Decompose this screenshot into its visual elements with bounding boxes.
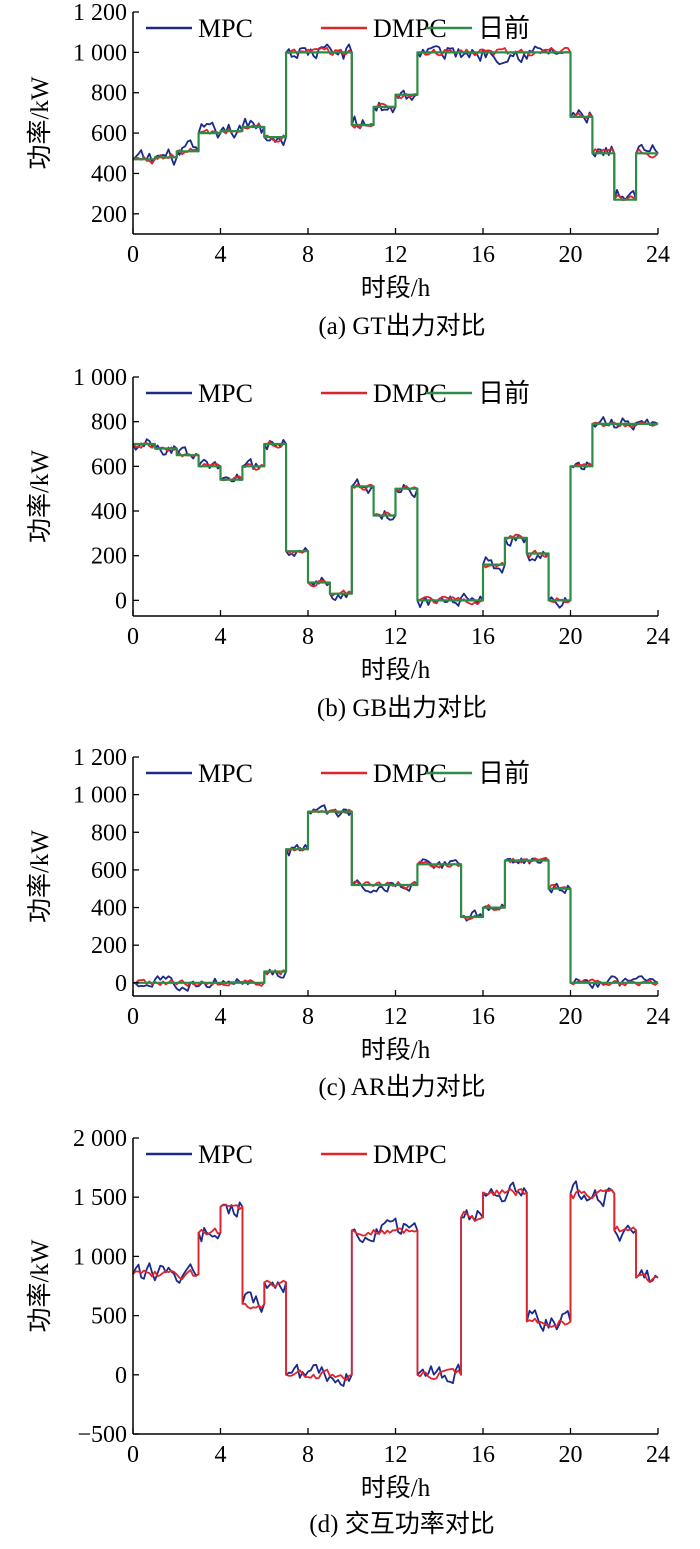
x-tick-label: 24 — [646, 1004, 670, 1030]
legend: MPC DMPC 日前 — [146, 14, 530, 43]
series-line-MPC — [132, 43, 659, 201]
series-line-MPC — [132, 804, 659, 992]
x-tick-label: 12 — [384, 1442, 408, 1468]
y-tick-label: 2 000 — [73, 1126, 127, 1152]
y-tick-label: 1 500 — [73, 1185, 127, 1211]
legend-item-DMPC: DMPC — [321, 1140, 447, 1169]
legend-item-日前: 日前 — [426, 14, 530, 43]
y-tick-label: 200 — [91, 544, 127, 570]
legend-label: 日前 — [478, 759, 530, 788]
chart-3: 0 200 400 600 800 1 000 1 200 0 4 8 12 16 20 24 时段/h 功率… — [26, 745, 670, 1101]
x-tick-label: 16 — [471, 1442, 495, 1468]
y-tick-label: 800 — [91, 81, 127, 107]
y-tick-label: 0 — [115, 971, 127, 997]
x-tick-label: 4 — [215, 624, 227, 650]
y-tick-label: 800 — [91, 410, 127, 436]
y-tick-label: −500 — [77, 1422, 127, 1448]
x-tick-label: 24 — [646, 1442, 670, 1468]
legend-item-日前: 日前 — [426, 379, 530, 408]
x-axis-label: 时段/h — [361, 656, 431, 684]
series-line-MPC — [132, 1180, 659, 1387]
legend: MPC DMPC 日前 — [146, 379, 530, 408]
legend-item-MPC: MPC — [146, 379, 253, 408]
x-tick-label: 20 — [559, 1004, 583, 1030]
chart-caption: (b) GB出力对比 — [317, 694, 487, 722]
legend-label: DMPC — [373, 1140, 447, 1169]
x-tick-label: 16 — [471, 242, 495, 268]
legend-label: 日前 — [478, 379, 530, 408]
y-tick-label: 1 000 — [73, 1244, 127, 1270]
x-tick-label: 0 — [127, 1442, 139, 1468]
x-tick-label: 24 — [646, 624, 670, 650]
series-line-日前 — [133, 810, 658, 984]
x-tick-label: 16 — [471, 1004, 495, 1030]
series-line-日前 — [133, 51, 658, 201]
x-tick-label: 24 — [646, 242, 670, 268]
x-tick-label: 8 — [302, 1004, 314, 1030]
legend: MPC DMPC — [146, 1140, 447, 1169]
x-tick-label: 8 — [302, 242, 314, 268]
legend: MPC DMPC 日前 — [146, 759, 530, 788]
y-axis-label: 功率/kW — [26, 450, 54, 543]
x-tick-label: 12 — [384, 624, 408, 650]
x-tick-label: 8 — [302, 1442, 314, 1468]
series-line-DMPC — [132, 808, 659, 987]
x-tick-label: 0 — [127, 624, 139, 650]
x-axis-label: 时段/h — [361, 274, 431, 302]
y-axis-label: 功率/kW — [26, 76, 54, 169]
y-tick-label: 200 — [91, 202, 127, 228]
x-tick-label: 4 — [215, 242, 227, 268]
x-axis-label: 时段/h — [361, 1474, 431, 1502]
chart-1: 200 400 600 800 1 000 1 200 0 4 8 12 16 20 24 时段/h 功率/… — [26, 0, 670, 340]
y-tick-label: 400 — [91, 499, 127, 525]
y-tick-label: 0 — [115, 588, 127, 614]
x-tick-label: 8 — [302, 624, 314, 650]
x-tick-label: 16 — [471, 624, 495, 650]
x-axis-label: 时段/h — [361, 1036, 431, 1064]
legend-label: 日前 — [478, 14, 530, 43]
y-tick-label: 1 200 — [73, 0, 127, 26]
x-tick-label: 4 — [215, 1442, 227, 1468]
x-tick-label: 12 — [384, 242, 408, 268]
y-tick-label: 600 — [91, 858, 127, 884]
y-tick-label: 0 — [115, 1363, 127, 1389]
x-tick-label: 20 — [559, 1442, 583, 1468]
y-tick-label: 600 — [91, 121, 127, 147]
y-tick-label: 200 — [91, 933, 127, 959]
y-axis-label: 功率/kW — [26, 1239, 54, 1332]
legend-label: MPC — [198, 379, 253, 408]
x-tick-label: 0 — [127, 242, 139, 268]
chart-caption: (d) 交互功率对比 — [309, 1510, 494, 1538]
series-line-日前 — [133, 422, 658, 602]
legend-label: MPC — [198, 759, 253, 788]
legend-label: MPC — [198, 14, 253, 43]
y-tick-label: 500 — [91, 1304, 127, 1330]
y-tick-label: 1 000 — [73, 365, 127, 391]
x-tick-label: 20 — [559, 624, 583, 650]
series-line-DMPC — [132, 1188, 659, 1381]
y-tick-label: 1 000 — [73, 783, 127, 809]
legend-item-日前: 日前 — [426, 759, 530, 788]
legend-item-MPC: MPC — [146, 14, 253, 43]
y-axis-label: 功率/kW — [26, 830, 54, 923]
legend-item-MPC: MPC — [146, 1140, 253, 1169]
x-tick-label: 12 — [384, 1004, 408, 1030]
legend-item-MPC: MPC — [146, 759, 253, 788]
x-tick-label: 20 — [559, 242, 583, 268]
y-tick-label: 400 — [91, 161, 127, 187]
y-tick-label: 400 — [91, 896, 127, 922]
chart-caption: (c) AR出力对比 — [318, 1073, 485, 1101]
y-tick-label: 1 000 — [73, 40, 127, 66]
x-tick-label: 0 — [127, 1004, 139, 1030]
y-tick-label: 800 — [91, 820, 127, 846]
legend-label: MPC — [198, 1140, 253, 1169]
y-tick-label: 1 200 — [73, 745, 127, 771]
y-tick-label: 600 — [91, 454, 127, 480]
chart-caption: (a) GT出力对比 — [318, 312, 485, 340]
x-tick-label: 4 — [215, 1004, 227, 1030]
chart-2: 0 200 400 600 800 1 000 0 4 8 12 16 20 24 时段/h 功率/kW (b… — [26, 365, 670, 722]
